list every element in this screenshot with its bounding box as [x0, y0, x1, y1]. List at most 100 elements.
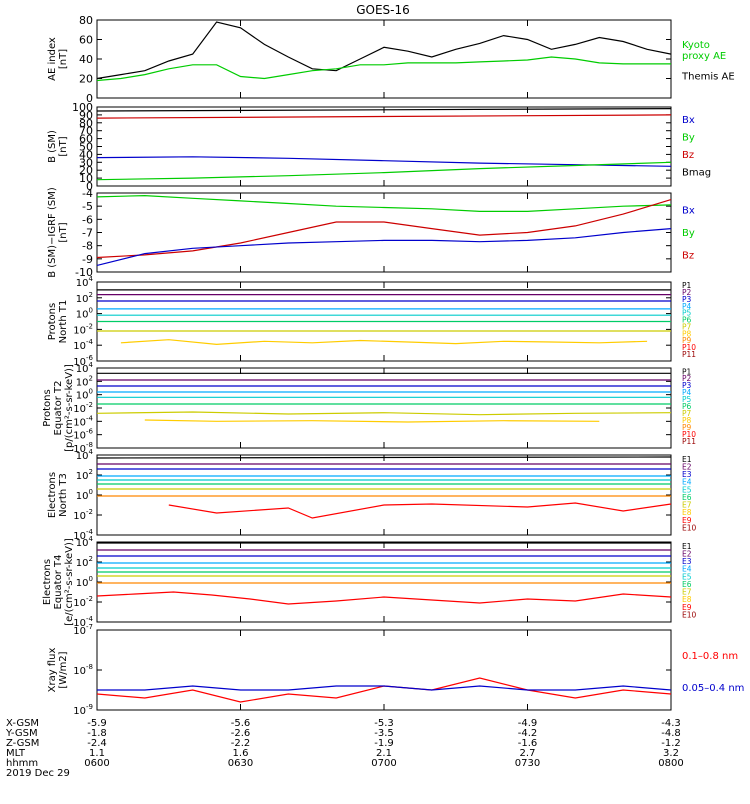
y-tick-label: 10-2	[73, 508, 93, 522]
legend-entry: E5	[682, 485, 692, 494]
y-axis-label: Xray flux	[47, 648, 58, 693]
legend-entry: E6	[682, 580, 692, 589]
xaxis-row-value: -4.8	[661, 728, 681, 739]
chart-title: GOES-16	[356, 3, 410, 17]
y-tick-label: 10-2	[73, 595, 93, 609]
legend-entry: E9	[682, 516, 692, 525]
y-axis-label: Protons	[47, 303, 58, 340]
y-axis-label: Protons	[42, 389, 53, 426]
y-tick-label: 20	[79, 73, 93, 86]
series-line	[96, 411, 672, 416]
legend-entry: P7	[682, 409, 692, 418]
xaxis-row-value: 3.2	[663, 748, 679, 759]
legend-entry: By	[682, 132, 695, 143]
y-tick-label: 104	[76, 275, 94, 289]
panel-frame	[96, 19, 672, 99]
series-line	[96, 108, 672, 112]
legend-entry: E10	[682, 523, 697, 532]
legend-entry: E8	[682, 595, 692, 604]
legend-entry: E4	[682, 478, 692, 487]
legend-entry: E1	[682, 455, 692, 464]
y-tick-label: 10-7	[73, 623, 93, 637]
xaxis-row-value: -5.9	[87, 718, 107, 729]
series-line	[96, 228, 672, 266]
xaxis-row-value: -5.6	[231, 718, 251, 729]
xaxis-row-value: -2.2	[231, 738, 251, 749]
y-tick-label: 10-4	[73, 615, 93, 629]
legend-entry: P1	[682, 367, 692, 376]
y-tick-label: 100	[72, 101, 93, 114]
y-tick-label: -9	[82, 253, 93, 266]
y-tick-label: 70	[79, 125, 93, 138]
xaxis-row-value: 0730	[515, 758, 540, 769]
legend-entry: E8	[682, 508, 692, 517]
legend-entry: P8	[682, 329, 692, 338]
xaxis-row-value: -4.2	[518, 728, 538, 739]
legend-entry: P11	[682, 350, 696, 359]
legend-entry: E2	[682, 462, 692, 471]
legend-entry: E7	[682, 588, 692, 597]
y-axis-label: B (SM)−IGRF (SM)	[47, 187, 58, 278]
y-tick-label: 100	[76, 575, 93, 589]
y-tick-label: 10-2	[73, 401, 93, 415]
y-axis-label: Equator T2	[53, 381, 64, 436]
series-line	[96, 199, 672, 259]
legend-entry: P3	[682, 295, 692, 304]
xaxis-row-value: -4.9	[518, 718, 538, 729]
y-tick-label: 10-6	[73, 428, 93, 442]
legend-entry: P5	[682, 309, 692, 318]
legend-entry: Themis AE	[681, 71, 735, 82]
legend-entry: P9	[682, 336, 692, 345]
y-tick-label: 10-9	[73, 703, 93, 717]
legend-entry: P4	[682, 388, 692, 397]
series-line	[96, 591, 672, 605]
y-axis-label: [nT]	[58, 49, 69, 69]
y-tick-label: -5	[82, 200, 93, 213]
xaxis-row-label: Z-GSM	[6, 738, 39, 749]
y-tick-label: 30	[79, 156, 93, 169]
series-line	[97, 685, 672, 691]
series-line	[96, 21, 672, 80]
y-tick-label: 102	[76, 555, 93, 569]
legend-entry: Bx	[682, 115, 695, 126]
series-line	[96, 56, 671, 82]
xaxis-row-value: 2.7	[520, 748, 536, 759]
y-tick-label: 104	[76, 535, 94, 549]
legend-entry: 0.05–0.4 nm	[682, 683, 744, 694]
y-tick-label: 10-4	[73, 528, 93, 542]
panel-frame	[96, 454, 672, 536]
y-tick-label: 104	[76, 361, 94, 375]
y-tick-label: 60	[79, 133, 93, 146]
y-axis-label: Electrons	[42, 559, 53, 605]
legend-entry: P2	[682, 374, 692, 383]
legend-entry: P6	[682, 402, 692, 411]
y-tick-label: 10-4	[73, 338, 93, 352]
legend-entry: E1	[682, 542, 692, 551]
y-axis-label: North T1	[58, 300, 69, 344]
legend-entry: P5	[682, 395, 692, 404]
legend-entry: P7	[682, 322, 692, 331]
y-axis-label: North T3	[58, 473, 69, 517]
y-tick-label: 80	[79, 14, 93, 27]
series-line	[96, 114, 672, 119]
legend-entry: E2	[682, 549, 692, 558]
y-tick-label: 80	[79, 117, 93, 130]
series-line	[120, 339, 648, 346]
legend-entry: P11	[682, 437, 696, 446]
series-line	[144, 419, 600, 423]
y-axis-label: [nT]	[58, 136, 69, 156]
legend-entry: P2	[682, 288, 692, 297]
xaxis-row-value: 0700	[371, 758, 396, 769]
xaxis-row-value: -1.9	[374, 738, 394, 749]
xaxis-row-value: -4.3	[661, 718, 681, 729]
plot-date: 2019 Dec 29	[6, 768, 70, 779]
xaxis-row-value: -1.2	[661, 738, 681, 749]
y-axis-label: [e/(cm²-s-sr-keV)]	[64, 538, 75, 626]
y-tick-label: 104	[76, 448, 94, 462]
xaxis-row-value: 1.1	[89, 748, 105, 759]
series-line	[96, 156, 672, 167]
y-tick-label: 10-8	[73, 441, 93, 455]
y-tick-label: 100	[76, 388, 93, 402]
xaxis-row-label: hhmm	[6, 758, 38, 769]
